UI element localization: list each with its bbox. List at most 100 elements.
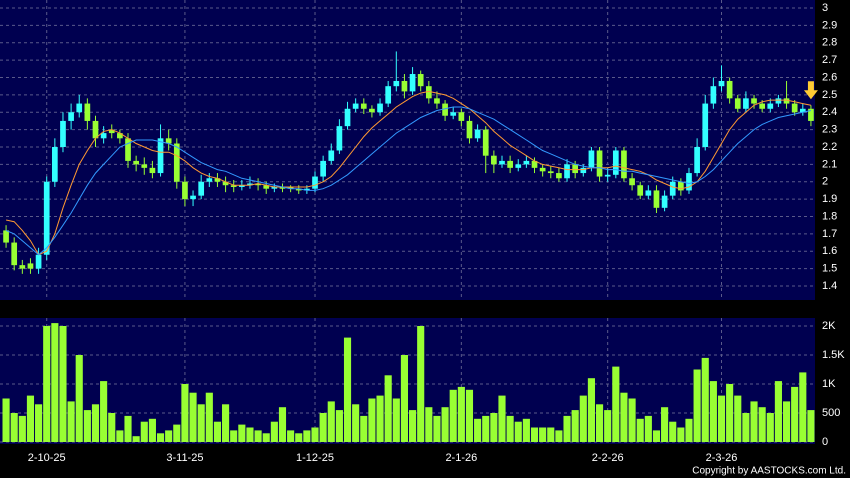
candle-body xyxy=(409,74,416,92)
volume-bar xyxy=(132,436,140,442)
candle-body xyxy=(678,181,684,191)
candle-body xyxy=(442,103,448,116)
volume-bar xyxy=(246,427,254,442)
candle-body xyxy=(312,176,318,189)
volume-bar xyxy=(148,418,156,442)
candle-body xyxy=(255,183,261,186)
y-tick-label: 1.4 xyxy=(822,280,837,292)
volume-bar xyxy=(726,384,734,442)
candle-body xyxy=(295,188,302,191)
volume-bar xyxy=(636,418,644,442)
volume-bar xyxy=(222,404,230,442)
candle-body xyxy=(686,173,692,191)
y-tick-label: 1.8 xyxy=(822,210,837,222)
candle-body xyxy=(710,86,717,104)
volume-bar xyxy=(262,433,270,442)
volume-bar xyxy=(124,415,132,442)
volume-bar xyxy=(661,407,669,442)
candle-body xyxy=(68,112,74,121)
candle-body xyxy=(645,190,652,196)
volume-tick-label: 500 xyxy=(822,407,840,419)
candle-body xyxy=(92,120,99,139)
volume-bar xyxy=(343,337,352,442)
volume-bar xyxy=(579,395,587,442)
candle-body xyxy=(369,108,375,113)
volume-bar xyxy=(530,427,539,442)
candle-body xyxy=(808,108,814,121)
volume-bar xyxy=(197,404,205,442)
candle-body xyxy=(661,195,668,208)
candle-body xyxy=(499,160,505,165)
candle-body xyxy=(377,103,383,113)
y-tick-label: 2.7 xyxy=(822,54,837,66)
candle-body xyxy=(214,178,221,182)
candle-body xyxy=(734,98,741,109)
candle-body xyxy=(694,147,700,174)
volume-bar xyxy=(278,407,287,442)
candle-body xyxy=(759,103,766,109)
volume-bar xyxy=(701,357,709,442)
price-panel xyxy=(0,0,815,300)
latest-arrow xyxy=(803,81,818,100)
candle-body xyxy=(304,188,310,191)
volume-bar xyxy=(173,424,181,442)
y-tick-label: 2.9 xyxy=(822,19,837,31)
candle-body xyxy=(621,150,627,179)
volume-bar xyxy=(717,395,726,442)
volume-bar xyxy=(685,418,693,442)
candle-body xyxy=(596,150,603,177)
candle-body xyxy=(425,86,432,99)
candle-body xyxy=(360,103,367,109)
volume-bar xyxy=(35,404,43,442)
x-tick-label: 2-3-26 xyxy=(706,452,738,464)
candle-body xyxy=(604,174,611,177)
candle-body xyxy=(287,186,294,189)
volume-bar xyxy=(555,430,563,442)
candle-body xyxy=(51,147,58,182)
y-tick-label: 1.9 xyxy=(822,193,837,205)
candle-body xyxy=(434,98,440,104)
moving-average-line xyxy=(5,106,812,256)
volume-bar xyxy=(482,415,490,442)
candle-body xyxy=(775,98,782,104)
volume-bar xyxy=(433,415,441,442)
candle-body xyxy=(588,150,595,168)
volume-bar xyxy=(392,398,400,442)
volume-bar xyxy=(108,413,116,442)
volume-bar xyxy=(213,421,222,442)
volume-bar xyxy=(51,323,59,442)
volume-bar xyxy=(75,355,83,442)
volume-bar xyxy=(409,410,417,442)
candle-body xyxy=(35,254,42,269)
candle-body xyxy=(19,265,26,269)
volume-bar xyxy=(10,413,18,442)
volume-bar xyxy=(319,413,327,442)
candle-body xyxy=(629,178,635,186)
volume-bar xyxy=(116,430,124,442)
candle-body xyxy=(751,98,757,104)
volume-bar xyxy=(782,401,791,442)
volume-bar xyxy=(67,401,75,442)
candle-body xyxy=(100,133,107,139)
candle-body xyxy=(133,160,139,165)
candle-body xyxy=(612,150,619,175)
y-tick-label: 2.2 xyxy=(822,141,837,153)
candle-body xyxy=(637,185,644,196)
candle-body xyxy=(718,80,725,87)
candle-body xyxy=(556,173,562,179)
candle-body xyxy=(157,138,164,174)
y-tick-label: 2.5 xyxy=(822,89,837,101)
volume-bar xyxy=(587,378,595,442)
candle-body xyxy=(328,150,335,161)
volume-bar xyxy=(604,410,612,442)
y-tick-label: 2.8 xyxy=(822,37,837,49)
volume-bar xyxy=(774,381,782,442)
volume-bar xyxy=(83,410,91,442)
volume-bar xyxy=(563,415,571,442)
volume-bar xyxy=(709,381,717,442)
candle-body xyxy=(507,160,513,168)
volume-bar xyxy=(522,418,530,442)
candle-body xyxy=(791,103,798,113)
volume-bar xyxy=(327,401,335,442)
volume-bar xyxy=(287,430,295,442)
